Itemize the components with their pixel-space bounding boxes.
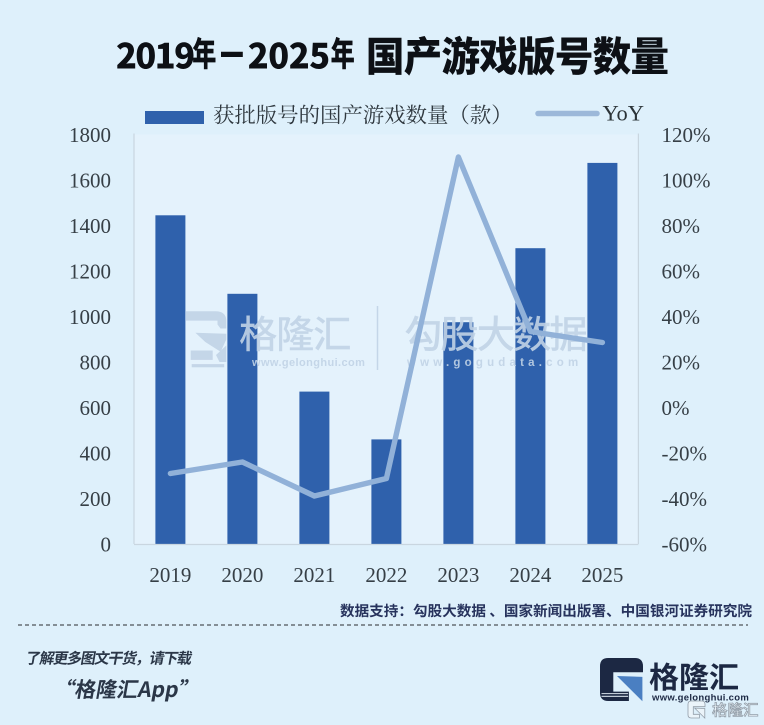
svg-text:20%: 20% <box>662 350 701 374</box>
svg-text:2023: 2023 <box>437 563 479 587</box>
svg-text:120%: 120% <box>662 123 711 147</box>
svg-text:600: 600 <box>80 396 112 420</box>
svg-text:40%: 40% <box>662 305 701 329</box>
svg-text:1800: 1800 <box>69 123 111 147</box>
svg-text:1000: 1000 <box>69 305 111 329</box>
svg-text:100%: 100% <box>662 168 711 192</box>
svg-text:2025: 2025 <box>581 563 623 587</box>
svg-text:2020: 2020 <box>221 563 263 587</box>
svg-text:80%: 80% <box>662 214 701 238</box>
svg-text:400: 400 <box>80 441 112 465</box>
svg-text:2022: 2022 <box>365 563 407 587</box>
svg-text:1400: 1400 <box>69 214 111 238</box>
svg-text:0%: 0% <box>662 396 690 420</box>
svg-text:0: 0 <box>101 532 112 556</box>
svg-text:1600: 1600 <box>69 168 111 192</box>
svg-text:-20%: -20% <box>662 441 708 465</box>
svg-text:www.gelonghui.com: www.gelonghui.com <box>651 693 749 704</box>
svg-text:-40%: -40% <box>662 487 708 511</box>
svg-text:200: 200 <box>80 487 112 511</box>
svg-text:www.gelonghui.com: www.gelonghui.com <box>251 357 365 369</box>
svg-text:2019: 2019 <box>149 563 191 587</box>
svg-text:2021: 2021 <box>293 563 335 587</box>
svg-text:-60%: -60% <box>662 532 708 556</box>
svg-text:1200: 1200 <box>69 259 111 283</box>
svg-text:800: 800 <box>80 350 112 374</box>
svg-text:60%: 60% <box>662 259 701 283</box>
svg-text:YoY: YoY <box>603 101 645 126</box>
svg-text:www.gogudata.com: www.gogudata.com <box>406 357 582 369</box>
svg-text:2024: 2024 <box>509 563 552 587</box>
